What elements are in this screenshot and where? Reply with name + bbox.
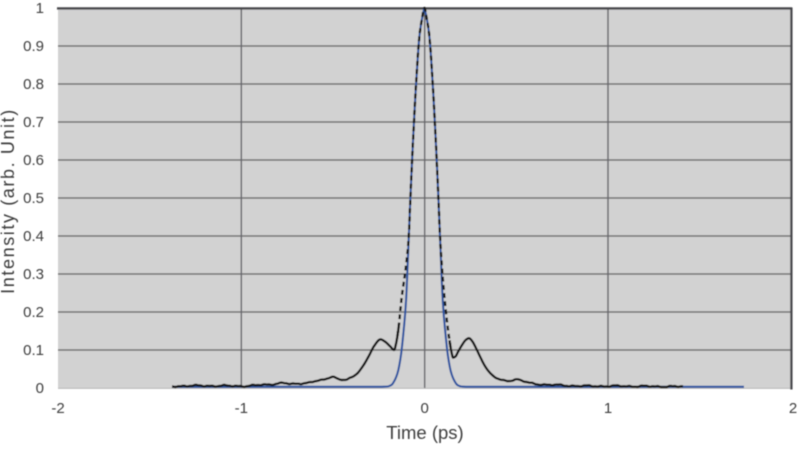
svg-text:1: 1 <box>604 400 612 417</box>
svg-text:-2: -2 <box>51 400 64 417</box>
svg-text:0: 0 <box>36 380 44 397</box>
svg-text:0.5: 0.5 <box>23 190 44 207</box>
svg-text:0.8: 0.8 <box>23 76 44 93</box>
svg-text:1: 1 <box>36 0 44 17</box>
svg-text:Time (ps): Time (ps) <box>386 422 463 443</box>
svg-text:0.2: 0.2 <box>23 304 44 321</box>
svg-text:0.6: 0.6 <box>23 152 44 169</box>
svg-text:0.9: 0.9 <box>23 38 44 55</box>
svg-text:0.1: 0.1 <box>23 342 44 359</box>
svg-text:Intensity (arb. Unit): Intensity (arb. Unit) <box>0 108 18 294</box>
svg-text:0.7: 0.7 <box>23 114 44 131</box>
svg-text:2: 2 <box>789 400 797 417</box>
svg-text:0.3: 0.3 <box>23 266 44 283</box>
svg-text:0: 0 <box>421 400 429 417</box>
svg-text:0.4: 0.4 <box>23 228 44 245</box>
svg-text:-1: -1 <box>235 400 248 417</box>
